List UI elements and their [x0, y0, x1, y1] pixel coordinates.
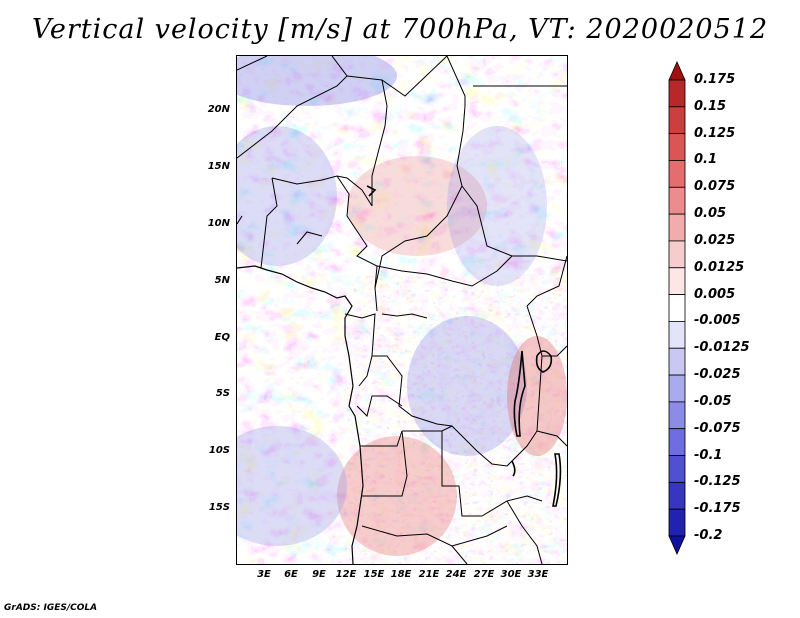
colorbar-segment [668, 347, 686, 376]
colorbar-segment [668, 294, 686, 322]
colorbar-tick-label: 0.05 [694, 206, 727, 222]
colorbar-segment [668, 240, 686, 269]
lon-tick-label: 3E [257, 569, 271, 580]
colorbar-segment [668, 267, 686, 295]
colorbar-segment [668, 133, 686, 161]
colorbar-tick-label: -0.075 [694, 420, 741, 436]
colorbar-tick-label: -0.175 [694, 501, 741, 517]
colorbar-segment [668, 481, 686, 510]
coastline [237, 265, 364, 564]
lat-tick-label: 5N [214, 275, 230, 286]
lon-tick-label: 9E [312, 569, 326, 580]
colorbar-tick-label: -0.025 [694, 367, 741, 383]
colorbar-segment [668, 186, 686, 215]
colorbar-tick-label: -0.05 [694, 393, 732, 409]
colorbar-tick-label: 0.125 [694, 125, 736, 141]
lat-tick-label: 20N [207, 104, 230, 115]
colorbar-segment [668, 213, 686, 242]
colorbar-segment [668, 428, 686, 456]
lat-tick-label: EQ [214, 332, 230, 343]
colorbar-segment [668, 401, 686, 430]
country-borders [237, 56, 567, 564]
colorbar-tick-label: 0.0125 [694, 259, 745, 275]
lon-tick-label: 30E [500, 569, 522, 580]
colorbar-tick-label: 0.15 [694, 98, 727, 114]
colorbar-tick-label: -0.0125 [694, 340, 750, 356]
lon-tick-label: 27E [473, 569, 495, 580]
lakes [366, 185, 562, 507]
lon-tick-label: 6E [284, 569, 298, 580]
map-title: Vertical velocity [m/s] at 700hPa, VT: 2… [31, 14, 769, 45]
lat-tick-label: 10N [207, 218, 230, 229]
colorbar-segment [668, 321, 686, 349]
colorbar-segment [668, 79, 686, 108]
footer-credit: GrADS: IGES/COLA [4, 603, 98, 613]
map-panel [236, 55, 568, 565]
colorbar [668, 61, 686, 555]
colorbar-tick-label: -0.2 [694, 528, 723, 543]
colorbar-tick-label: 0.175 [694, 72, 736, 87]
colorbar-tick-label: -0.125 [694, 474, 741, 490]
lon-tick-label: 15E [363, 569, 385, 580]
colorbar-segment [668, 455, 686, 483]
lat-tick-label: 10S [208, 445, 230, 456]
colorbar-segment [668, 61, 686, 81]
lat-tick-label: 15N [207, 161, 230, 172]
colorbar-tick-label: -0.1 [694, 447, 723, 463]
lon-tick-label: 18E [390, 569, 412, 580]
colorbar-segment [668, 106, 686, 135]
lat-tick-label: 15S [208, 502, 230, 513]
colorbar-tick-label: -0.005 [694, 313, 741, 329]
vertical-velocity-field [237, 56, 567, 564]
lon-tick-label: 21E [418, 569, 440, 580]
lon-tick-label: 12E [335, 569, 357, 580]
colorbar-segment [668, 374, 686, 403]
lat-tick-label: 5S [215, 388, 230, 399]
colorbar-tick-label: 0.025 [694, 232, 736, 248]
lon-tick-label: 33E [527, 569, 549, 580]
colorbar-segment [668, 160, 686, 188]
colorbar-tick-label: 0.1 [694, 152, 718, 168]
colorbar-segment [668, 508, 686, 537]
colorbar-segment [668, 535, 686, 555]
lon-tick-label: 24E [445, 569, 467, 580]
colorbar-tick-label: 0.005 [694, 286, 736, 302]
colorbar-tick-label: 0.075 [694, 179, 736, 195]
